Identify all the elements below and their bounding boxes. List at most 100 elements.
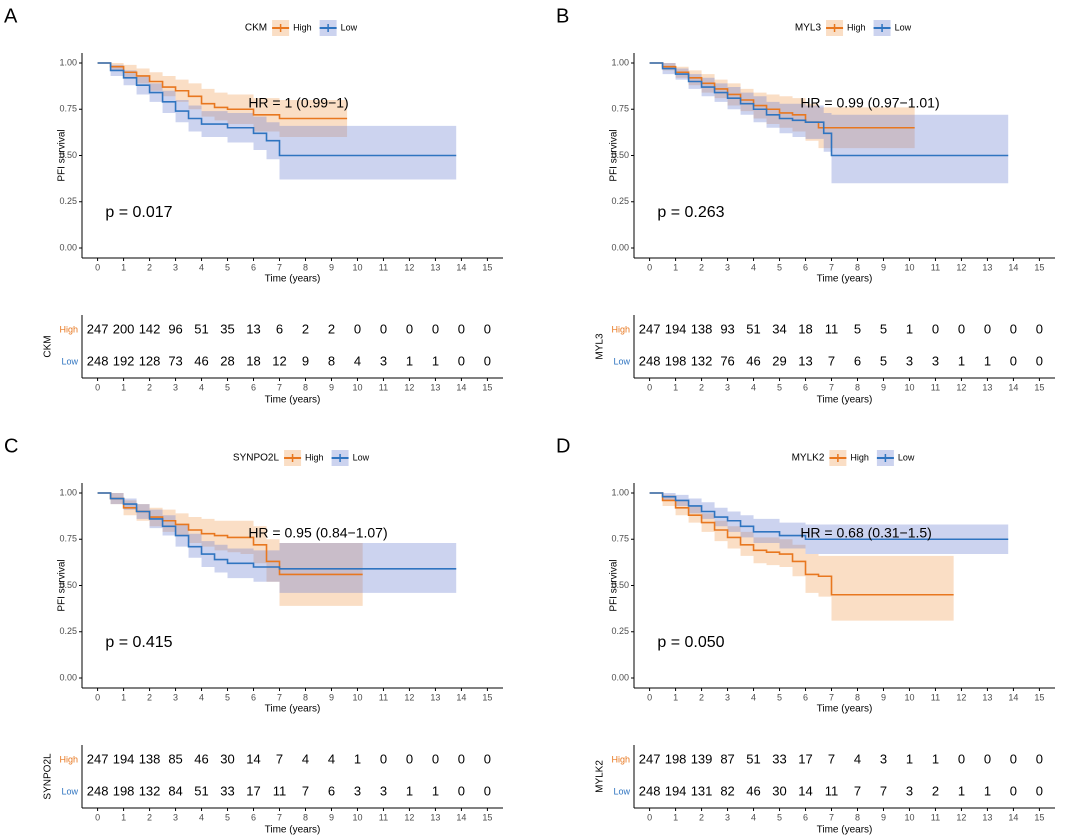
- risk-count: 248: [87, 353, 109, 368]
- risk-count: 7: [828, 751, 835, 766]
- risk-count: 3: [906, 353, 913, 368]
- risk-count: 132: [139, 783, 161, 798]
- risk-count: 198: [113, 783, 135, 798]
- legend: SYNPO2L High Low: [233, 450, 370, 466]
- table-row-label: Low: [61, 356, 78, 366]
- x-tick-label: 12: [404, 692, 414, 702]
- table-x-tick-label: 12: [404, 382, 414, 392]
- risk-count: 0: [484, 751, 491, 766]
- table-x-tick-label: 6: [803, 382, 808, 392]
- hr-annotation: HR = 0.95 (0.84−1.07): [248, 524, 387, 540]
- x-tick-label: 3: [173, 262, 178, 272]
- table-x-tick-label: 0: [647, 812, 652, 822]
- x-tick-label: 12: [956, 262, 966, 272]
- x-tick-label: 8: [855, 692, 860, 702]
- x-tick-label: 5: [225, 262, 230, 272]
- risk-count: 46: [194, 353, 208, 368]
- risk-count: 11: [273, 783, 287, 798]
- x-tick-label: 9: [881, 262, 886, 272]
- risk-count: 0: [932, 321, 939, 336]
- risk-count: 0: [484, 353, 491, 368]
- risk-count: 0: [1010, 783, 1017, 798]
- table-y-axis-label: MYLK2: [595, 760, 606, 793]
- x-tick-label: 4: [751, 262, 756, 272]
- ci-band: [649, 62, 1009, 184]
- x-tick-label: 6: [251, 262, 256, 272]
- p-annotation: p = 0.415: [105, 634, 172, 651]
- table-x-tick-label: 2: [699, 812, 704, 822]
- y-axis-label: PFI survival: [57, 129, 68, 181]
- ci-band: [649, 62, 915, 149]
- legend-label: High: [293, 22, 312, 32]
- x-tick-label: 9: [881, 692, 886, 702]
- x-tick-label: 11: [931, 262, 940, 272]
- legend-title: MYLK2: [792, 453, 825, 464]
- x-tick-label: 14: [1008, 692, 1018, 702]
- risk-count: 7: [276, 751, 283, 766]
- table-x-tick-label: 10: [904, 812, 914, 822]
- risk-count: 0: [380, 751, 387, 766]
- table-x-tick-label: 7: [277, 382, 282, 392]
- risk-count: 33: [772, 751, 786, 766]
- table-x-tick-label: 3: [173, 382, 178, 392]
- risk-count: 0: [406, 321, 413, 336]
- y-tick-label: 0.25: [611, 196, 629, 206]
- risk-count: 0: [984, 321, 991, 336]
- risk-count: 1: [354, 751, 361, 766]
- x-tick-label: 1: [673, 692, 678, 702]
- table-x-tick-label: 11: [931, 812, 940, 822]
- risk-count: 85: [168, 751, 182, 766]
- risk-count: 7: [854, 783, 861, 798]
- table-x-axis-label: Time (years): [265, 825, 321, 836]
- risk-count: 6: [854, 353, 861, 368]
- x-tick-label: 12: [404, 262, 414, 272]
- risk-count: 0: [1010, 353, 1017, 368]
- risk-count: 247: [87, 751, 109, 766]
- risk-count: 194: [113, 751, 135, 766]
- risk-count: 14: [246, 751, 260, 766]
- risk-count: 192: [113, 353, 135, 368]
- x-tick-label: 4: [199, 262, 204, 272]
- table-x-tick-label: 11: [379, 812, 388, 822]
- table-x-tick-label: 8: [303, 812, 308, 822]
- table-x-tick-label: 6: [251, 812, 256, 822]
- y-tick-label: 0.00: [59, 672, 77, 682]
- table-x-tick-label: 1: [121, 382, 126, 392]
- risk-count: 5: [854, 321, 861, 336]
- table-row-label: High: [611, 324, 630, 334]
- x-tick-label: 2: [699, 262, 704, 272]
- x-tick-label: 7: [277, 262, 282, 272]
- risk-count: 93: [720, 321, 734, 336]
- risk-count: 247: [639, 751, 661, 766]
- risk-count: 76: [720, 353, 734, 368]
- risk-count: 0: [1036, 353, 1043, 368]
- x-tick-label: 15: [482, 262, 492, 272]
- x-tick-label: 10: [352, 262, 362, 272]
- x-tick-label: 3: [725, 692, 730, 702]
- panel-label: C: [4, 435, 18, 457]
- x-tick-label: 0: [95, 262, 100, 272]
- y-tick-label: 0.75: [611, 534, 629, 544]
- risk-count: 1: [958, 353, 965, 368]
- risk-count: 138: [139, 751, 161, 766]
- table-x-tick-label: 5: [777, 382, 782, 392]
- risk-count: 248: [87, 783, 109, 798]
- table-x-tick-label: 6: [803, 812, 808, 822]
- table-x-tick-label: 2: [147, 382, 152, 392]
- risk-count: 0: [958, 321, 965, 336]
- legend-label: High: [847, 22, 866, 32]
- risk-count: 1: [984, 783, 991, 798]
- table-x-tick-label: 9: [329, 812, 334, 822]
- x-tick-label: 3: [725, 262, 730, 272]
- x-tick-label: 13: [430, 692, 440, 702]
- table-x-tick-label: 14: [456, 812, 466, 822]
- risk-count: 30: [772, 783, 786, 798]
- risk-count: 194: [665, 321, 687, 336]
- risk-count: 194: [665, 783, 687, 798]
- risk-count: 0: [458, 751, 465, 766]
- table-x-axis-label: Time (years): [265, 395, 321, 406]
- x-tick-label: 2: [147, 692, 152, 702]
- x-tick-label: 7: [829, 692, 834, 702]
- x-tick-label: 8: [303, 692, 308, 702]
- table-x-tick-label: 11: [931, 382, 940, 392]
